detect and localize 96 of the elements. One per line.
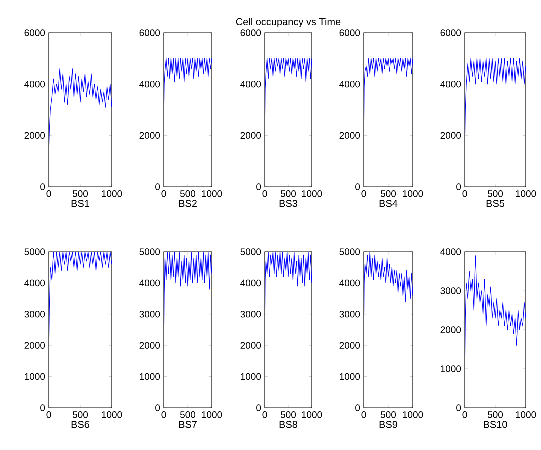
y-tick-label: 3000 <box>24 311 46 318</box>
x-tick-label: 1000 <box>403 412 424 418</box>
y-tick-label: 5000 <box>140 248 160 256</box>
x-tick-label: 0 <box>362 412 366 418</box>
y-tick-label: 3000 <box>140 311 160 318</box>
y-tick-label: 2000 <box>24 342 46 349</box>
y-tick-label: 5000 <box>340 248 360 256</box>
x-axis-title: BS8 <box>280 421 298 428</box>
y-tick-label: 0 <box>256 184 262 190</box>
line-series <box>364 252 414 343</box>
x-tick-label: 1000 <box>102 190 122 198</box>
x-axis-title: BS4 <box>380 200 398 208</box>
y-tick-label: 0 <box>156 404 160 412</box>
y-tick-label: 0 <box>256 404 262 412</box>
y-tick-label: 2000 <box>440 326 462 334</box>
x-tick-label: 500 <box>72 412 88 418</box>
y-tick-label: 2000 <box>240 132 262 140</box>
y-tick-label: 4000 <box>240 80 262 88</box>
y-tick-label: 2000 <box>24 132 46 140</box>
chart-title: Cell occupancy vs Time <box>236 18 341 28</box>
line-series <box>49 68 112 154</box>
x-axis-title: BS5 <box>486 200 505 208</box>
y-tick-label: 2000 <box>240 342 262 349</box>
x-tick-label: 1000 <box>302 190 322 198</box>
y-tick-label: 5000 <box>240 248 262 256</box>
x-axis-title: BS2 <box>179 200 197 208</box>
y-tick-label: 4000 <box>140 80 160 88</box>
x-tick-label: 500 <box>180 190 196 198</box>
line-series <box>265 252 312 337</box>
y-tick-label: 3000 <box>240 311 262 318</box>
y-tick-label: 1000 <box>441 366 462 372</box>
x-tick-label: 0 <box>162 412 166 418</box>
y-tick-label: 1000 <box>340 373 360 380</box>
x-tick-label: 1000 <box>102 412 122 418</box>
line-series <box>265 58 312 139</box>
y-tick-label: 1000 <box>241 373 262 380</box>
x-tick-label: 500 <box>72 190 88 198</box>
y-tick-label: 6000 <box>440 30 462 36</box>
y-tick-label: 4000 <box>24 80 46 88</box>
x-tick-label: 1000 <box>302 412 322 418</box>
x-tick-label: 500 <box>488 190 504 198</box>
line-series <box>164 252 212 352</box>
x-tick-label: 1000 <box>516 190 536 198</box>
x-tick-label: 500 <box>380 412 396 418</box>
y-tick-label: 0 <box>40 184 46 190</box>
x-tick-label: 500 <box>280 412 296 418</box>
x-tick-label: 0 <box>262 190 268 198</box>
y-tick-label: 2000 <box>140 342 160 349</box>
x-axis-title: BS6 <box>72 421 90 428</box>
x-tick-label: 0 <box>162 190 166 198</box>
x-tick-label: 0 <box>462 412 468 418</box>
x-axis-title: BS9 <box>380 421 398 428</box>
x-tick-label: 0 <box>46 190 52 198</box>
y-tick-label: 4000 <box>240 280 262 287</box>
y-tick-label: 2000 <box>340 132 360 140</box>
y-tick-label: 0 <box>356 184 360 190</box>
x-tick-label: 500 <box>280 190 296 198</box>
y-tick-label: 1000 <box>140 373 160 380</box>
y-tick-label: 2000 <box>440 132 462 140</box>
y-tick-label: 0 <box>456 404 462 412</box>
y-tick-label: 3000 <box>340 311 360 318</box>
y-tick-label: 2000 <box>140 132 160 140</box>
y-tick-label: 0 <box>356 404 360 412</box>
x-tick-label: 500 <box>380 190 396 198</box>
x-tick-label: 0 <box>46 412 52 418</box>
y-tick-label: 3000 <box>440 288 462 294</box>
y-tick-label: 2000 <box>340 342 360 349</box>
y-tick-label: 4000 <box>24 280 46 287</box>
y-tick-label: 6000 <box>340 30 360 36</box>
x-axis-title: BS3 <box>280 200 298 208</box>
y-tick-label: 1000 <box>25 373 46 380</box>
y-tick-label: 6000 <box>240 30 262 36</box>
y-tick-label: 4000 <box>340 280 360 287</box>
y-tick-label: 4000 <box>340 80 360 88</box>
y-tick-label: 4000 <box>140 280 160 287</box>
x-tick-label: 0 <box>362 190 366 198</box>
line-series <box>49 252 112 356</box>
y-tick-label: 6000 <box>24 30 46 36</box>
x-tick-label: 500 <box>488 412 504 418</box>
x-tick-label: 1000 <box>202 190 222 198</box>
x-tick-label: 0 <box>262 412 268 418</box>
x-tick-label: 500 <box>180 412 196 418</box>
y-tick-label: 0 <box>40 404 46 412</box>
x-tick-label: 1000 <box>202 412 222 418</box>
y-tick-label: 4000 <box>440 80 462 88</box>
x-tick-label: 1000 <box>516 412 536 418</box>
y-tick-label: 6000 <box>140 30 160 36</box>
x-axis-title: BS7 <box>179 421 197 428</box>
x-axis-title: BS10 <box>484 421 508 428</box>
x-tick-label: 1000 <box>403 190 424 198</box>
y-tick-label: 4000 <box>440 248 462 256</box>
y-tick-label: 5000 <box>24 248 46 256</box>
y-tick-label: 0 <box>156 184 160 190</box>
x-tick-label: 0 <box>462 190 468 198</box>
y-tick-label: 0 <box>456 184 462 190</box>
x-axis-title: BS1 <box>72 200 90 208</box>
